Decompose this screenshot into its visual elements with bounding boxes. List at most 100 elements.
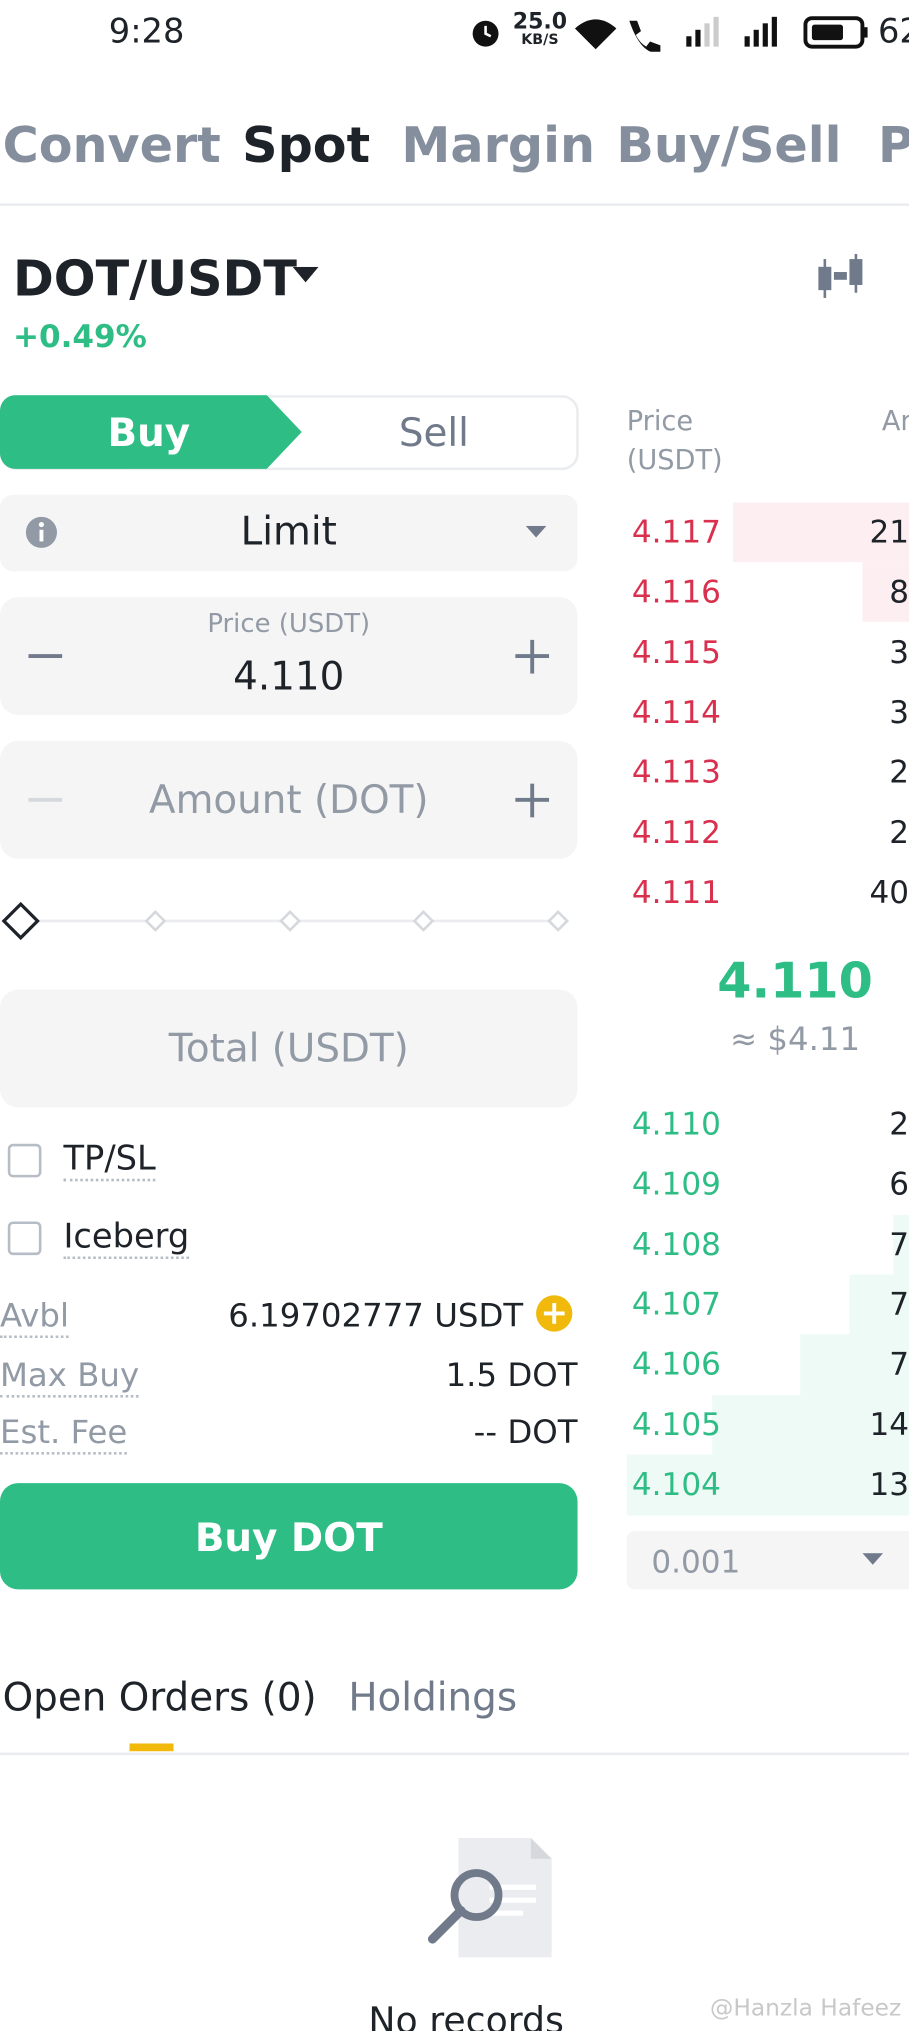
checkbox[interactable]: [7, 1143, 42, 1178]
ask-amount: 40: [869, 874, 909, 911]
top-tab[interactable]: Convert: [2, 116, 221, 174]
checkbox[interactable]: [7, 1221, 42, 1256]
bid-price: 4.108: [631, 1226, 721, 1263]
price-box[interactable]: [0, 597, 578, 716]
top-tab[interactable]: P: [878, 117, 909, 174]
depth-bar: [712, 1394, 909, 1456]
checkbox-label[interactable]: TP/SL: [63, 1140, 156, 1182]
depth-bar: [849, 1274, 909, 1336]
empty-text: No records: [368, 1999, 564, 2031]
pair-change: +0.49%: [12, 318, 147, 355]
bid-amount: 13: [869, 1466, 909, 1503]
type-dropdown[interactable]: [525, 525, 547, 539]
price-value[interactable]: 4.110: [233, 654, 345, 701]
status-time: 9:28: [108, 12, 185, 52]
net-speed: 25.0 KB/S: [512, 9, 568, 48]
order-type[interactable]: Limit: [240, 509, 337, 556]
precision[interactable]: 0.001: [651, 1543, 741, 1581]
top-tab[interactable]: Spot: [242, 116, 371, 174]
tab-indicator: [129, 1743, 174, 1752]
bid-price: 4.109: [631, 1166, 721, 1203]
watermark: @Hanzla Hafeez: [710, 1994, 902, 2022]
precision-dropdown[interactable]: [862, 1553, 884, 1566]
bid-price: 4.110: [631, 1106, 721, 1143]
bid-amount: 7: [889, 1226, 909, 1263]
amount-box[interactable]: [0, 740, 578, 859]
bid-price: 4.107: [631, 1286, 721, 1323]
open-orders-tab[interactable]: Open Orders (0): [2, 1675, 317, 1721]
ask-price: 4.116: [631, 574, 721, 611]
amount-steppers[interactable]: [26, 781, 557, 820]
depth-bar: [893, 1214, 909, 1276]
amount-placeholder[interactable]: Amount (DOT): [148, 777, 429, 824]
ask-price: 4.114: [631, 694, 721, 731]
info-label: Est. Fee: [0, 1413, 128, 1455]
price-header-unit: (USDT): [626, 444, 723, 476]
total-placeholder[interactable]: Total (USDT): [168, 1026, 409, 1072]
speed-unit: KB/S: [521, 31, 559, 48]
ask-amount: 2: [889, 814, 909, 851]
alarm-icon: [472, 20, 499, 47]
info-value: -- DOT: [473, 1413, 578, 1451]
buy-button-label[interactable]: Buy DOT: [194, 1516, 383, 1562]
battery-icon: [803, 16, 868, 49]
depth-bar: [862, 562, 909, 623]
info-value: 1.5 DOT: [445, 1356, 578, 1394]
ask-amount: 8: [889, 574, 909, 611]
sell-tab[interactable]: Sell: [398, 411, 469, 457]
percent-slider[interactable]: [0, 899, 578, 943]
pair-dropdown[interactable]: [292, 266, 319, 285]
bid-amount: 2: [889, 1106, 909, 1143]
price-steppers[interactable]: [26, 637, 557, 676]
ask-price: 4.111: [631, 874, 721, 911]
bid-amount: 14: [869, 1406, 909, 1443]
last-price: 4.110: [717, 952, 873, 1010]
info-label: Max Buy: [0, 1356, 140, 1398]
total-box[interactable]: [0, 989, 578, 1108]
ask-amount: 21: [869, 514, 909, 551]
pair-symbol[interactable]: DOT/USDT: [12, 249, 297, 307]
price-label: Price (USDT): [207, 607, 371, 639]
info-label: Avbl: [0, 1297, 69, 1339]
chart-icon[interactable]: [816, 253, 870, 301]
ask-amount: 3: [889, 634, 909, 671]
signal-icons: [574, 16, 777, 52]
book-amount-header: An: [881, 405, 909, 437]
deposit-icon[interactable]: [535, 1294, 574, 1333]
depth-bar: [800, 1334, 909, 1396]
bid-amount: 7: [889, 1286, 909, 1323]
holdings-tab[interactable]: Holdings: [348, 1675, 518, 1721]
top-tab[interactable]: Margin: [401, 116, 595, 174]
bid-amount: 6: [889, 1166, 909, 1203]
checkbox-label[interactable]: Iceberg: [63, 1218, 190, 1260]
bid-price: 4.105: [631, 1406, 721, 1443]
precision-box[interactable]: [626, 1531, 909, 1590]
divider: [0, 1752, 909, 1756]
buy-tab[interactable]: Buy: [107, 411, 191, 457]
depth-bar: [626, 1454, 909, 1516]
order-type-box[interactable]: [0, 494, 578, 572]
depth-bar: [732, 502, 909, 563]
side-toggle: [0, 395, 579, 471]
ask-price: 4.113: [631, 754, 721, 791]
last-price-fiat: ≈ $4.11: [730, 1020, 861, 1058]
ask-amount: 2: [889, 754, 909, 791]
bid-price: 4.104: [631, 1466, 721, 1503]
bid-price: 4.106: [631, 1346, 721, 1383]
speed: 25.0: [512, 9, 568, 35]
info-value: 6.19702777 USDT: [228, 1296, 524, 1335]
buy-button[interactable]: [0, 1483, 578, 1590]
empty-icon: [427, 1838, 552, 1958]
battery-level: 62: [877, 12, 909, 52]
divider: [0, 203, 909, 206]
bid-amount: 7: [889, 1346, 909, 1383]
price-header: Price: [626, 405, 694, 437]
info-icon[interactable]: [25, 516, 59, 550]
ask-price: 4.117: [631, 514, 721, 551]
book-price-header: Price (USDT): [627, 402, 723, 480]
ask-price: 4.112: [631, 814, 721, 851]
top-tab[interactable]: Buy/Sell: [616, 116, 842, 174]
ask-price: 4.115: [631, 634, 721, 671]
ask-amount: 3: [889, 694, 909, 731]
